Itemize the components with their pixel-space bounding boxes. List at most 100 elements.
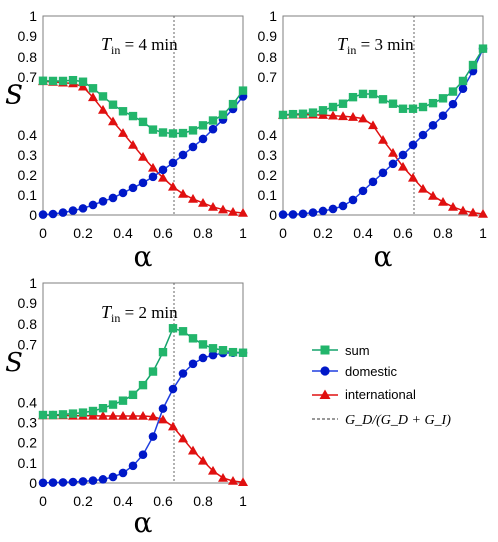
international-marker [238,207,248,217]
x-tick-label: 0.8 [433,225,453,241]
international-marker [218,204,228,214]
international-marker [208,201,218,211]
x-tick-label: 0.2 [313,225,333,241]
y-axis-label: S [5,81,23,111]
x-tick-label: 0.4 [113,493,133,509]
domestic-marker [88,200,98,210]
legend-item-domestic: domestic [312,364,398,379]
x-tick-label: 0.8 [193,225,213,241]
sum-marker [368,89,378,99]
international-marker [418,183,428,193]
sum-marker [438,94,448,103]
x-tick-label: 0.4 [113,225,133,241]
domestic-marker [318,206,328,216]
x-tick-label: 0.4 [353,225,373,241]
sum-marker [318,106,328,115]
international-marker [108,411,118,420]
domestic-marker [48,478,58,487]
domestic-marker [108,193,118,203]
y-tick-label: 1 [29,275,37,291]
sum-marker [408,104,418,113]
international-marker [98,411,108,420]
plot-frame [42,15,244,216]
domestic-marker [408,140,418,150]
panel-title-rest: = 4 min [120,35,178,54]
sum-marker [68,409,78,418]
y-tick-label: 1 [29,8,37,24]
international-marker [318,110,328,119]
y-tick-label: 0.1 [258,187,278,203]
international-marker [178,188,188,198]
y-tick-label: 0.8 [18,316,38,332]
domestic-marker [158,165,168,175]
domestic-marker [128,461,138,471]
international-marker [198,455,208,465]
domestic-marker [418,130,428,140]
international-marker [228,206,238,216]
international-marker [368,120,378,130]
legend-sum-label: sum [345,343,370,358]
international-marker [228,475,238,485]
x-axis-label: α [374,240,393,273]
chart-panel-tin-2: 0 0.1 0.2 0.3 0.4 0.7 0.8 0.9 1 0 0.2 0.4 0.6 0.8 1 α S T… [5,275,248,539]
international-marker [148,411,158,421]
international-marker [428,190,438,200]
international-marker [118,411,128,420]
international-marker [388,147,398,157]
legend-domestic-marker [320,366,330,376]
chart-panel-tin-3: 0 0.1 0.2 0.3 0.4 0.7 0.8 0.9 1 0 0.2 0.4 0.6 0.8 1 α S T… [5,8,488,273]
domestic-marker [388,159,398,169]
panel-title: Tin = 2 min [101,302,178,325]
international-marker [208,465,218,475]
legend: sum domestic international G_D/(G_D + G_… [312,343,451,428]
sum-marker [58,76,68,86]
international-marker [98,104,108,114]
domestic-marker [208,124,218,134]
international-marker [408,172,418,182]
sum-marker [458,76,468,86]
sum-marker [178,128,188,138]
y-tick-label: 0.2 [18,435,38,451]
sum-marker [98,404,108,413]
sum-marker [218,110,228,119]
y-tick-label: 0.9 [258,28,278,44]
sum-marker [428,98,438,108]
international-marker [188,193,198,203]
international-marker [398,161,408,171]
sum-marker [138,117,148,127]
sum-marker [138,380,148,390]
domestic-marker [288,210,298,219]
panel-title-rest: = 2 min [120,303,178,322]
sum-marker [58,410,68,419]
domestic-marker [168,384,178,394]
domestic-marker [58,208,68,217]
y-tick-label: 0.7 [18,69,38,85]
panel-title: Tin = 4 min [101,34,178,57]
sum-marker [108,100,118,109]
domestic-marker [278,210,288,219]
sum-marker [148,367,158,376]
domestic-marker [148,432,158,441]
domestic-marker [378,168,388,178]
sum-marker [188,126,198,135]
domestic-marker [198,134,208,144]
panel-title-rest: = 3 min [356,35,414,54]
domestic-marker [48,209,58,219]
y-tick-label: 0 [269,207,277,223]
y-tick-label: 0.2 [258,167,278,183]
y-tick-label: 0.7 [258,69,278,85]
domestic-marker [208,350,218,360]
international-marker [348,112,358,121]
domestic-marker [78,477,88,486]
panel-title: Tin = 3 min [337,34,414,57]
y-tick-label: 0.3 [18,415,38,431]
sum-marker [308,108,318,117]
international-marker [128,411,138,420]
domestic-marker [328,204,338,214]
domestic-marker [88,476,98,485]
international-marker [438,196,448,206]
international-marker [188,445,198,455]
x-tick-label: 1 [239,493,247,509]
sum-marker [78,408,88,417]
sum-marker [88,406,98,416]
